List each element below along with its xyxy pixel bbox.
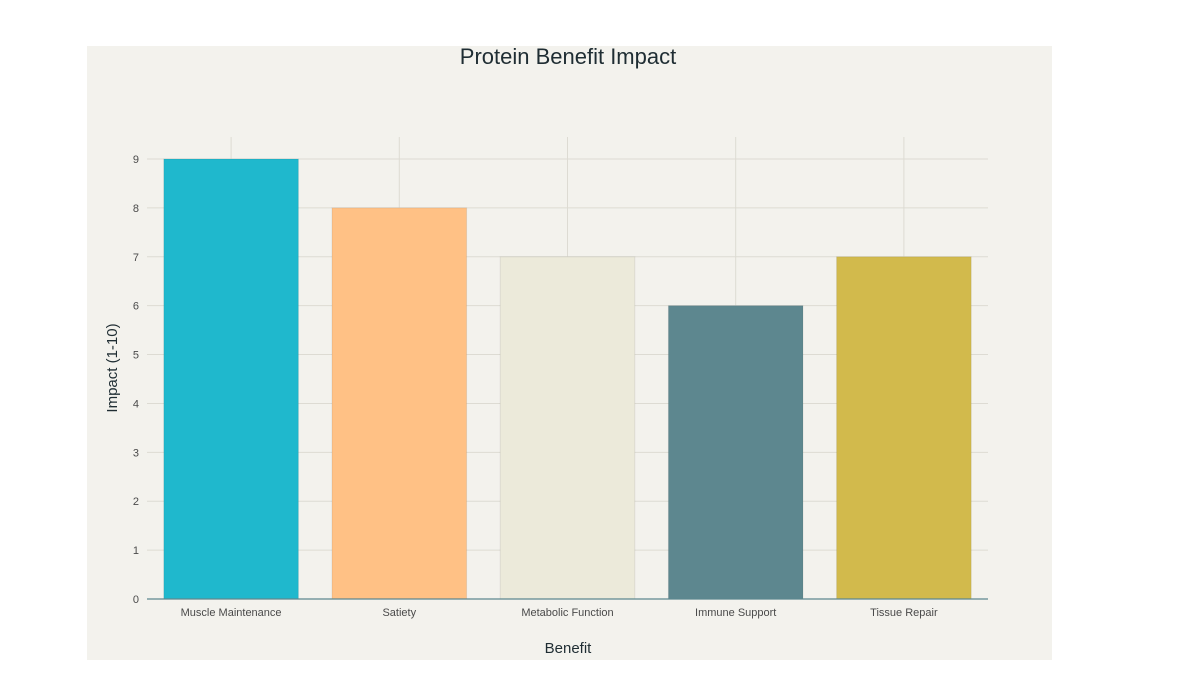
y-tick-label: 4 [133, 398, 139, 410]
x-tick-label: Muscle Maintenance [181, 607, 282, 619]
y-tick-label: 5 [133, 350, 139, 362]
x-tick-label: Satiety [382, 607, 416, 619]
y-tick-label: 9 [133, 154, 139, 166]
x-axis-title: Benefit [545, 640, 593, 657]
y-tick-label: 8 [133, 203, 139, 215]
x-tick-label: Tissue Repair [870, 607, 938, 619]
y-tick-label: 6 [133, 301, 139, 313]
y-tick-label: 3 [133, 447, 139, 459]
y-tick-label: 1 [133, 545, 139, 557]
chart-title: Protein Benefit Impact [460, 44, 676, 69]
x-tick-label: Metabolic Function [521, 607, 613, 619]
bar-muscle-maintenance [163, 158, 299, 600]
bar-satiety [331, 207, 468, 600]
y-axis-title: Impact (1-10) [104, 323, 121, 412]
bars [163, 158, 972, 600]
y-tick-label: 7 [133, 252, 139, 264]
bar-metabolic-function [499, 256, 636, 600]
bar-immune-support [667, 305, 804, 600]
bar-tissue-repair [836, 256, 972, 600]
x-tick-label: Immune Support [695, 607, 776, 619]
y-tick-label: 2 [133, 496, 139, 508]
y-tick-label: 0 [133, 594, 139, 606]
axes: 0 1 2 3 4 5 6 7 8 9 Muscle Maintenance Satiety Metab… [133, 154, 988, 619]
